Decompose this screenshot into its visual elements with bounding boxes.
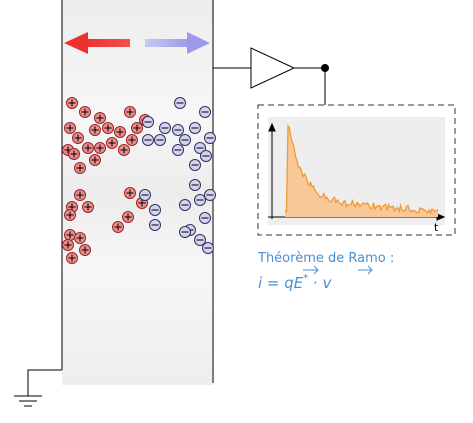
positive-charge <box>79 244 91 256</box>
negative-charge <box>189 159 201 171</box>
positive-charge <box>66 97 78 109</box>
positive-charge <box>106 137 118 149</box>
negative-charge <box>199 106 211 118</box>
negative-charge <box>142 116 154 128</box>
positive-charge <box>89 154 101 166</box>
positive-charge <box>94 112 106 124</box>
negative-charge <box>172 144 184 156</box>
positive-charge <box>89 124 101 136</box>
negative-charge <box>172 124 184 136</box>
positive-charge <box>82 201 94 213</box>
negative-charge <box>149 204 161 216</box>
ground-wire <box>27 369 62 396</box>
positive-charge <box>64 229 76 241</box>
positive-charge <box>94 142 106 154</box>
negative-charge <box>149 219 161 231</box>
amplifier <box>213 47 329 105</box>
formula: i = qE* · v <box>258 273 333 292</box>
positive-charge <box>102 122 114 134</box>
negative-charge <box>154 134 166 146</box>
positive-charge <box>82 142 94 154</box>
signal <box>284 123 439 215</box>
positive-charge <box>124 106 136 118</box>
positive-charge <box>122 211 134 223</box>
caption-title: Théorème de Ramo : <box>257 251 394 266</box>
negative-charge <box>179 226 191 238</box>
negative-charge <box>199 212 211 224</box>
negative-charge <box>189 179 201 191</box>
positive-charge <box>64 122 76 134</box>
negative-charge <box>139 189 151 201</box>
positive-charge <box>66 252 78 264</box>
formula-lhs: i = q <box>258 274 294 292</box>
positive-charge <box>131 122 143 134</box>
positive-charge <box>68 148 80 160</box>
positive-charge <box>64 209 76 221</box>
formula-dot: · <box>308 274 322 292</box>
negative-charge <box>194 142 206 154</box>
positive-charge <box>74 189 86 201</box>
negative-charge <box>200 150 212 162</box>
signal-area <box>285 125 438 217</box>
negative-charge <box>142 134 154 146</box>
formula-velocity: v <box>323 274 333 292</box>
charges <box>62 97 216 264</box>
negative-charge <box>179 134 191 146</box>
negative-charge <box>159 122 171 134</box>
positive-charge <box>114 126 126 138</box>
negative-charge <box>202 242 214 254</box>
axis-label: t <box>434 221 439 234</box>
positive-charge <box>74 232 86 244</box>
arrows <box>64 32 210 54</box>
negative-charge <box>174 97 186 109</box>
negative-charge <box>204 189 216 201</box>
negative-charge <box>194 234 206 246</box>
positive-charge <box>72 132 84 144</box>
positive-charge <box>126 134 138 146</box>
negative-charge <box>179 199 191 211</box>
positive-charge <box>79 106 91 118</box>
vector-arrows <box>303 265 373 275</box>
ground <box>14 395 42 407</box>
positive-charge <box>118 144 130 156</box>
positive-charge <box>124 187 136 199</box>
positive-charge <box>112 221 124 233</box>
detector <box>62 0 213 385</box>
positive-charge <box>74 162 86 174</box>
formula-star: * <box>303 273 308 284</box>
positive-charge <box>62 239 74 251</box>
negative-charge <box>204 132 216 144</box>
negative-charge <box>194 194 206 206</box>
formula-field: E <box>294 274 304 292</box>
negative-charge <box>189 122 201 134</box>
